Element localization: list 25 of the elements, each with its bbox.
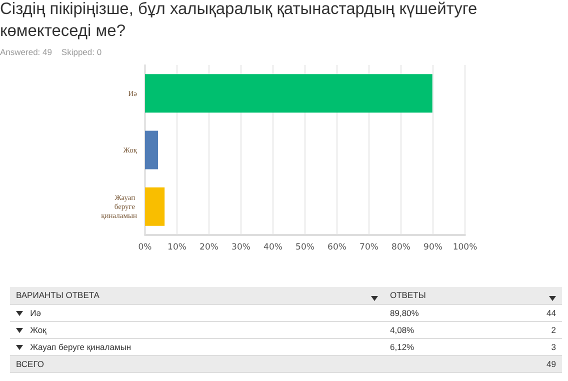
chart-title: Сіздің пікіріңізше, бұл халықаралық қатынастардың күшейтуге көмектеседі ме?: [0, 0, 478, 42]
text: 2: [551, 324, 556, 334]
x-tick-label: 20%: [200, 242, 218, 252]
text: 49: [546, 358, 556, 368]
x-tick-label: 0%: [138, 242, 152, 252]
text: ОТВЕТЫ: [390, 290, 426, 300]
x-tick-label: 10%: [168, 242, 186, 252]
text: 89,80%: [390, 308, 419, 318]
text: 4,08%: [390, 324, 414, 334]
x-tick-label: 70%: [360, 242, 378, 252]
x-tick-label: 50%: [296, 242, 314, 252]
x-tick-label: 90%: [424, 242, 442, 252]
x-tick-label: 60%: [328, 242, 346, 252]
text: ВАРИАНТЫ ОТВЕТА: [16, 290, 100, 300]
x-tick-label: 80%: [392, 242, 410, 252]
text: 6,12%: [390, 342, 414, 352]
text: ВСЕГО: [16, 358, 44, 368]
category-label: Жоқ: [30, 324, 46, 334]
text: Answered: 49 Skipped: 0: [0, 47, 102, 57]
text: 3: [551, 342, 556, 352]
x-tick-label: 30%: [232, 242, 250, 252]
x-tick-label: 40%: [264, 242, 282, 252]
x-tick-label: 100%: [452, 242, 478, 252]
text: 44: [546, 308, 556, 318]
category-label: Иә: [30, 308, 41, 318]
